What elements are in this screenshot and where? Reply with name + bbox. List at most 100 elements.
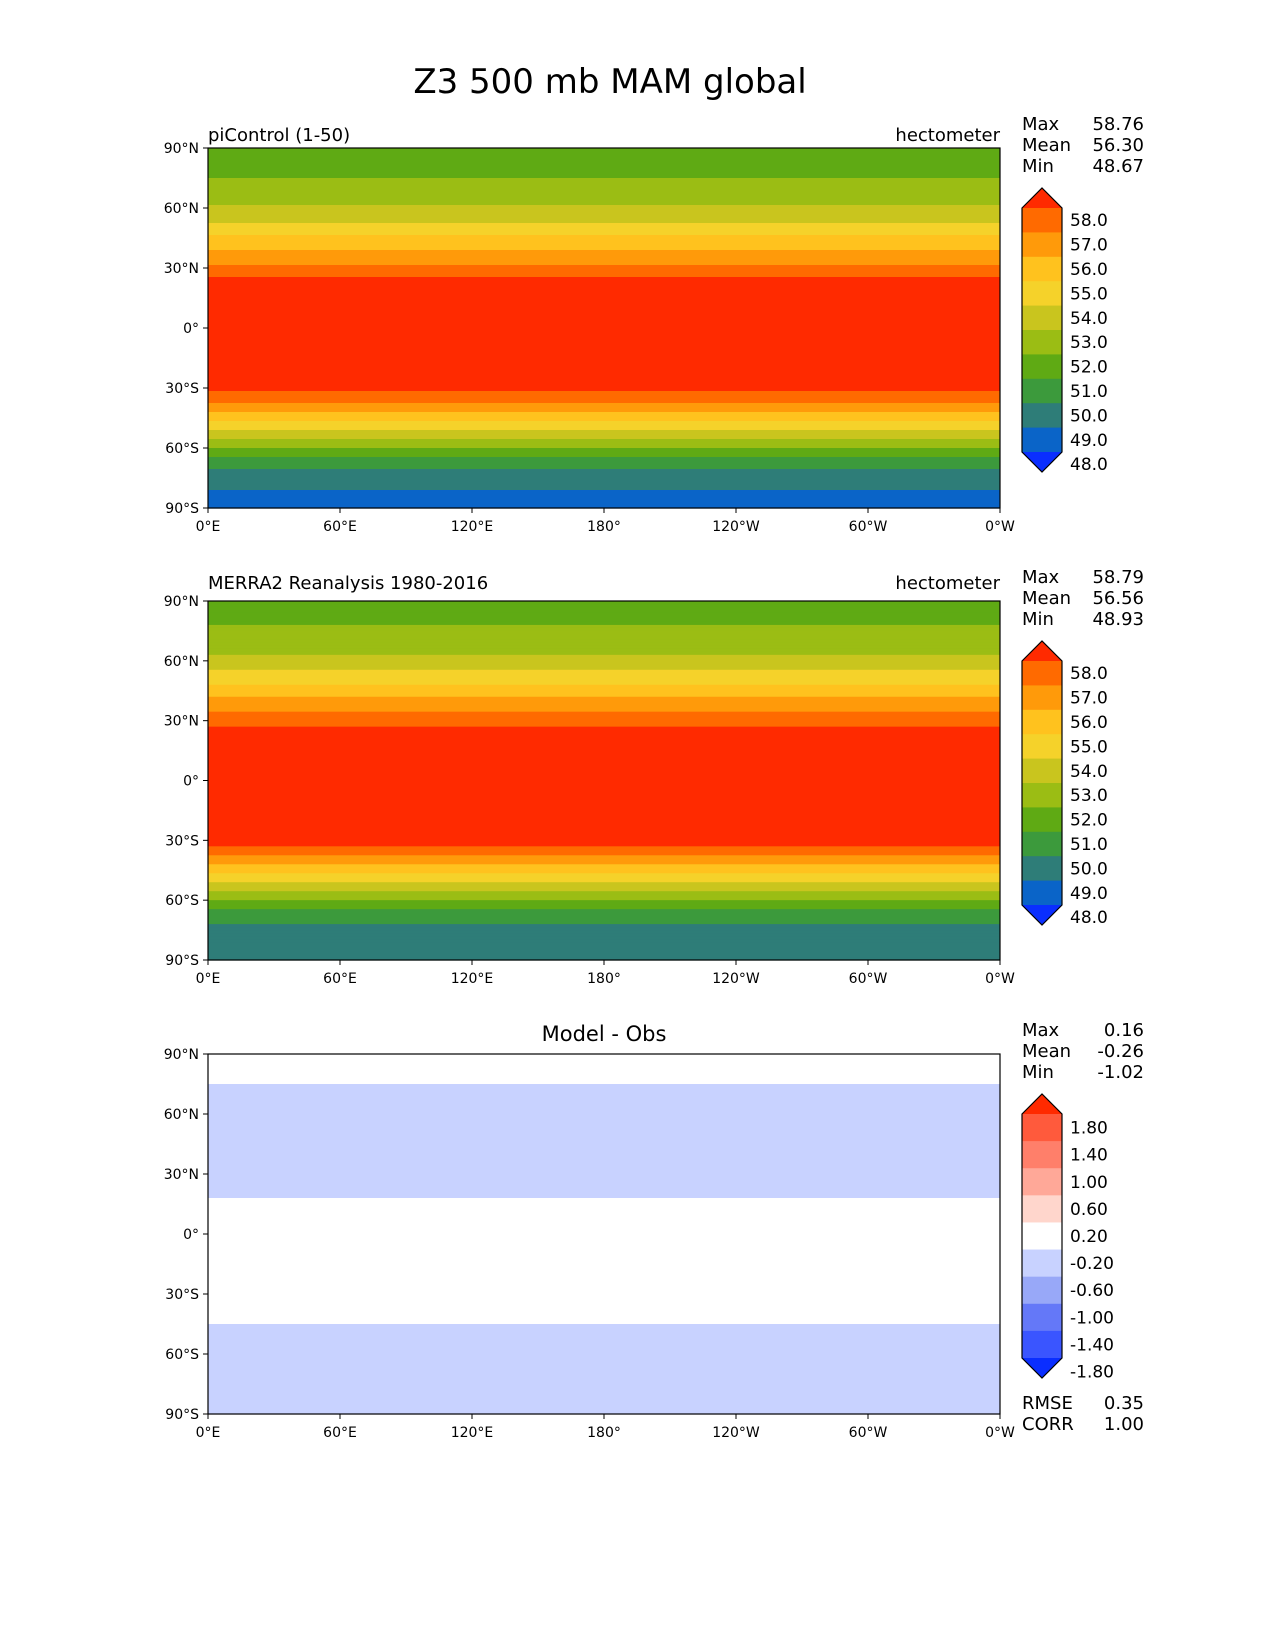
- panel-title-left: piControl (1-50): [208, 125, 350, 146]
- contour-band: [208, 496, 1000, 500]
- contour-band: [208, 358, 1000, 362]
- contour-band: [208, 1195, 1000, 1199]
- contour-band: [208, 475, 1000, 479]
- contour-band: [208, 403, 1000, 407]
- contour-band: [208, 313, 1000, 317]
- contour-band: [208, 858, 1000, 862]
- contour-band: [208, 795, 1000, 800]
- stat-min-label: Min: [1022, 156, 1054, 177]
- contour-band: [208, 328, 1000, 332]
- contour-band: [208, 1186, 1000, 1190]
- contour-band: [208, 936, 1000, 940]
- contour-band: [208, 777, 1000, 782]
- contour-band: [208, 708, 1000, 713]
- colorbar-tick-label: -1.40: [1070, 1335, 1114, 1355]
- contour-band: [208, 169, 1000, 173]
- contour-band: [208, 849, 1000, 853]
- colorbar-segment: [1022, 880, 1062, 906]
- contour-band: [208, 247, 1000, 251]
- contour-band: [208, 499, 1000, 503]
- contour-band: [208, 1228, 1000, 1232]
- contour-band: [208, 915, 1000, 919]
- contour-band: [208, 166, 1000, 170]
- contour-band: [208, 813, 1000, 817]
- contour-band: [208, 220, 1000, 224]
- contour-band: [208, 1360, 1000, 1364]
- contour-band: [208, 1156, 1000, 1160]
- contour-band: [208, 1114, 1000, 1118]
- x-tick-label: 120°W: [712, 519, 760, 535]
- colorbar-tick-label: 55.0: [1070, 284, 1108, 304]
- contour-band: [208, 1264, 1000, 1268]
- contour-band: [208, 804, 1000, 809]
- contour-band: [208, 430, 1000, 434]
- contour-band: [208, 744, 1000, 749]
- contour-band: [208, 807, 1000, 812]
- contour-band: [208, 1135, 1000, 1139]
- contour-band: [208, 873, 1000, 877]
- contour-band: [208, 1189, 1000, 1193]
- contour-band: [208, 1204, 1000, 1208]
- colorbar-segment: [1022, 685, 1062, 711]
- contour-band: [208, 274, 1000, 278]
- contour-band: [208, 286, 1000, 290]
- contour-band: [208, 1321, 1000, 1325]
- stat-mean-value: -0.26: [1097, 1041, 1144, 1062]
- x-tick-label: 0°W: [985, 519, 1015, 535]
- contour-band: [208, 693, 1000, 698]
- contour-band: [208, 861, 1000, 865]
- contour-band: [208, 723, 1000, 728]
- colorbar-segment: [1022, 1222, 1062, 1251]
- colorbar-tick-label: 58.0: [1070, 211, 1108, 231]
- y-tick-label: 30°N: [164, 714, 199, 730]
- contour-band: [208, 190, 1000, 194]
- map-field: [208, 601, 1000, 961]
- x-tick-label: 60°E: [323, 519, 357, 535]
- contour-band: [208, 1174, 1000, 1178]
- colorbar-tick-label: 57.0: [1070, 689, 1108, 709]
- contour-band: [208, 1282, 1000, 1286]
- contour-band: [208, 828, 1000, 832]
- y-tick-label: 90°N: [164, 141, 199, 157]
- colorbar-tick-label: 54.0: [1070, 762, 1108, 782]
- colorbar: 1.80 1.40 1.00 0.60 0.20 -0.20 -0.60 -1.00 -1.40…: [1021, 1093, 1114, 1383]
- y-tick-label: 90°S: [165, 501, 199, 517]
- contour-band: [208, 1159, 1000, 1163]
- contour-band: [208, 1303, 1000, 1307]
- contour-band: [208, 454, 1000, 458]
- x-tick-label: 180°: [587, 519, 621, 535]
- x-tick-label: 0°E: [196, 971, 221, 987]
- contour-band: [208, 490, 1000, 494]
- contour-band: [208, 472, 1000, 476]
- contour-band: [208, 669, 1000, 674]
- contour-band: [208, 1267, 1000, 1271]
- panel-merra2: MERRA2 Reanalysis 1980-2016 hectometer 0…: [164, 567, 1144, 987]
- contour-band: [208, 735, 1000, 740]
- contour-band: [208, 241, 1000, 245]
- panel-picontrol: piControl (1-50) hectometer 0°E 60°E 120°E…: [164, 114, 1144, 535]
- contour-band: [208, 418, 1000, 422]
- contour-band: [208, 1408, 1000, 1412]
- contour-band: [208, 235, 1000, 239]
- contour-band: [208, 1390, 1000, 1394]
- contour-band: [208, 789, 1000, 794]
- contour-band: [208, 855, 1000, 859]
- panel-title-center: Model - Obs: [542, 1022, 667, 1046]
- contour-band: [208, 1090, 1000, 1094]
- x-tick-label: 0°W: [985, 971, 1015, 987]
- colorbar-segment: [1022, 1249, 1062, 1278]
- contour-band: [208, 493, 1000, 497]
- contour-band: [208, 199, 1000, 203]
- colorbar-segment: [1022, 232, 1062, 258]
- y-tick-label: 0°: [183, 774, 199, 790]
- contour-band: [208, 1363, 1000, 1367]
- contour-band: [208, 1339, 1000, 1343]
- contour-band: [208, 355, 1000, 359]
- colorbar-segment: [1022, 1141, 1062, 1169]
- contour-band: [208, 1057, 1000, 1061]
- contour-band: [208, 921, 1000, 925]
- contour-band: [208, 609, 1000, 614]
- contour-band: [208, 1252, 1000, 1256]
- contour-band: [208, 885, 1000, 889]
- contour-band: [208, 208, 1000, 212]
